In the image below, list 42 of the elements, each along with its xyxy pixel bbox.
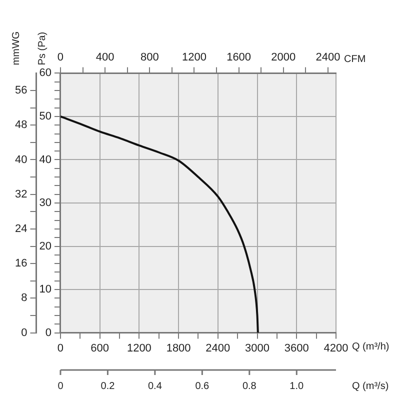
x-tick-label: 600 [90,342,110,354]
x2-tick-label: 1200 [182,52,206,64]
line-series [60,115,259,333]
y-tick-label: 20 [39,240,52,252]
y3-tick-label: 32 [14,188,28,200]
x2-tick-label: 400 [96,52,114,64]
x2-tick-label: 0 [57,52,64,64]
text: 0.6 [195,380,210,392]
y3-tick-label: 8 [21,292,28,304]
text: 0.4 [148,380,162,392]
x-tick-label: 0 [57,342,64,354]
x-tick-label: 4200 [324,342,348,354]
text: 1.0 [290,380,304,392]
y3-tick-label: 56 [14,84,28,97]
text: 0.2 [100,380,116,392]
text: 0 [58,380,64,392]
y3-tick-label: 48 [14,119,28,132]
x2-axis-title: CFM [344,54,366,65]
x-tick-label: 3000 [245,342,270,354]
y3-tick-label: 16 [14,258,28,270]
y3-tick-label: 0 [21,326,28,339]
x-tick-label: 3600 [284,342,309,354]
x2-tick-label: 2000 [271,52,296,64]
x2-tick-label: 800 [140,52,159,64]
y-tick-label: 30 [39,197,52,210]
y-tick-label: 50 [39,110,52,122]
x2-tick-label: 2400 [316,52,340,64]
y-tick-label: 10 [39,284,52,296]
x2-tick-label: 1600 [226,52,252,64]
y-axis-title: Ps (Pa) [36,32,48,66]
x-axis-title: Q (m³/h) [352,342,390,353]
y3-tick-label: 24 [14,222,28,235]
y3-tick-label: 40 [14,154,28,166]
x-tick-label: 2400 [206,342,230,354]
y-tick-label: 60 [39,67,52,80]
x-tick-label: 1800 [166,342,191,354]
y-tick-label: 40 [39,154,52,166]
y-tick-label: 0 [45,326,52,339]
y3-axis-title: mmWG [10,31,22,66]
text: 0.8 [242,380,257,392]
x-tick-label: 1200 [126,342,152,354]
text: Q (m³/s) [352,380,389,392]
